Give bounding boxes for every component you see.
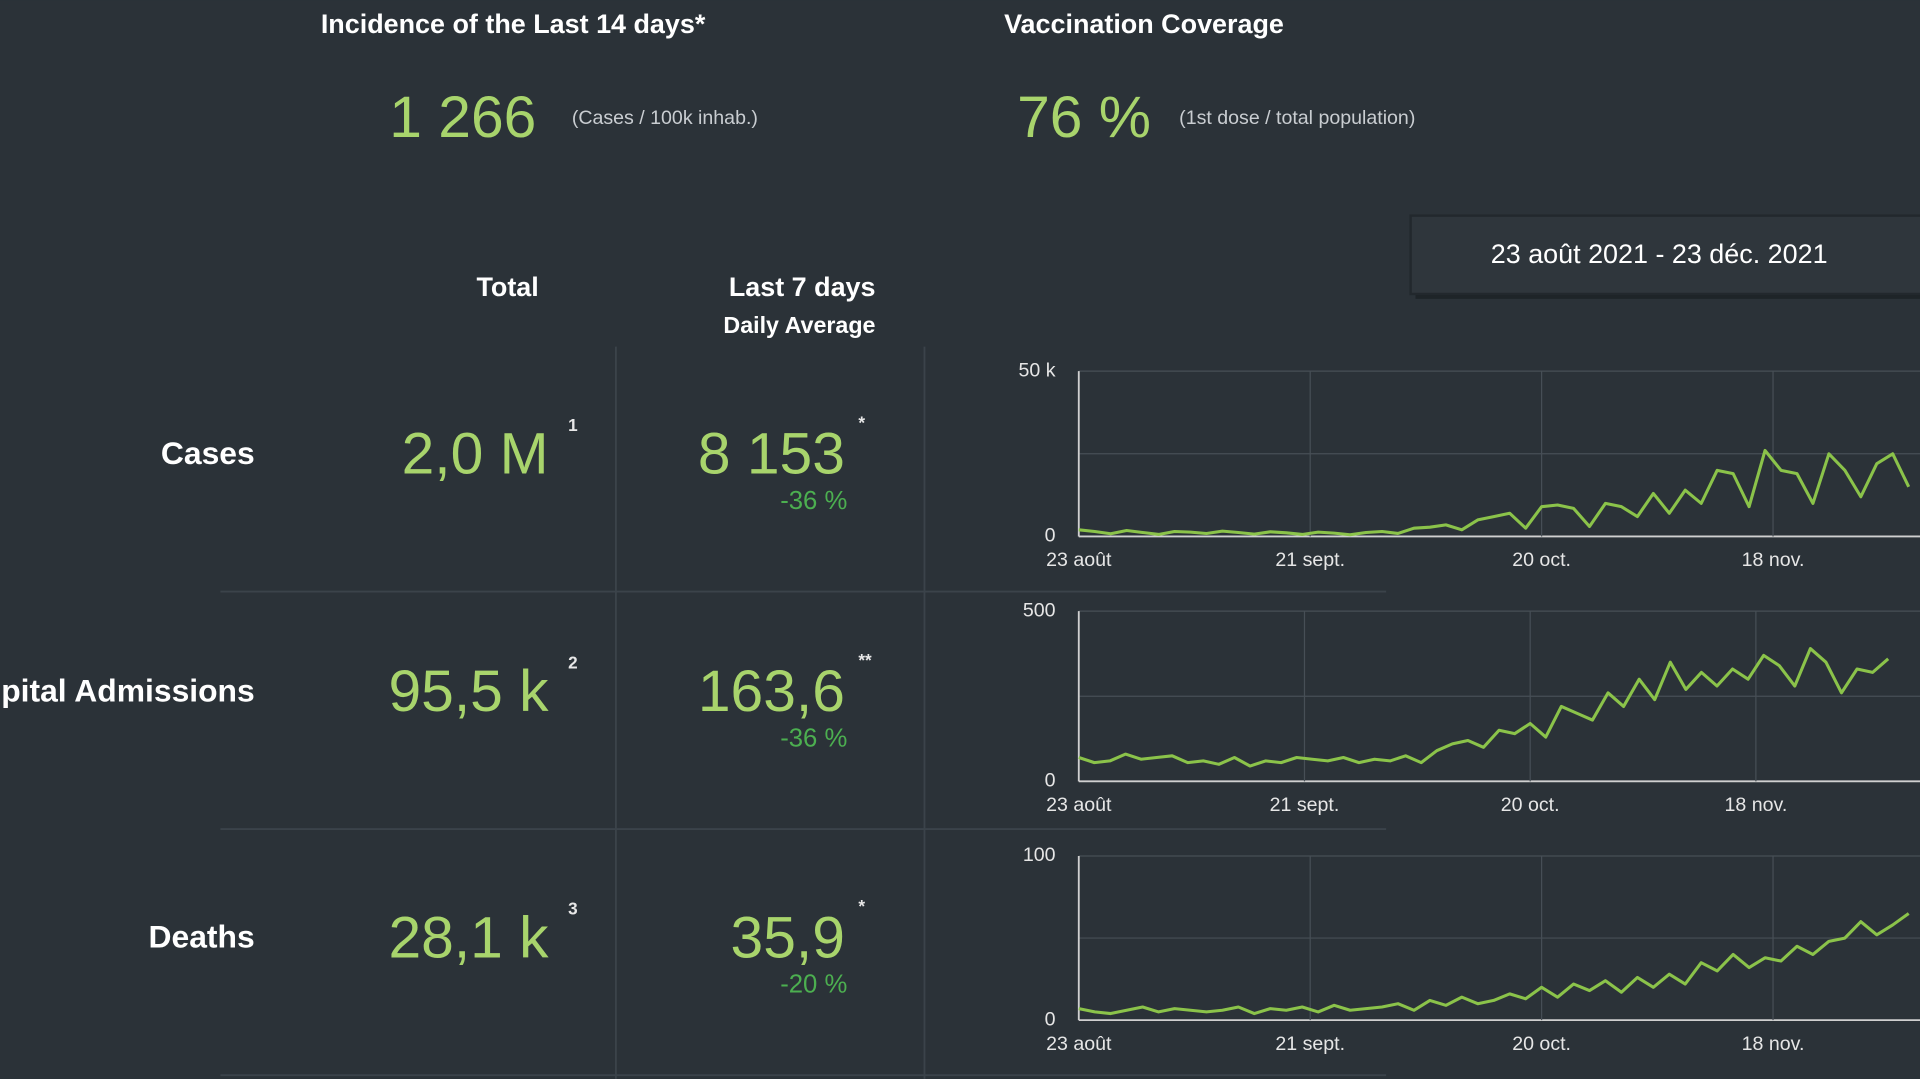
change-value: -36 % xyxy=(780,725,847,753)
incidence-unit: (Cases / 100k inhab.) xyxy=(572,107,758,129)
line-chart: 0 50 k 23 août 21 sept. 20 oct. 18 nov. xyxy=(1018,359,1920,571)
column-header: Total xyxy=(476,272,538,302)
average-note: ** xyxy=(858,650,872,670)
line-chart: 0 500 23 août 21 sept. 20 oct. 18 nov. xyxy=(1023,599,1920,816)
data-line xyxy=(1078,647,1890,768)
y-tick-label: 0 xyxy=(1045,770,1056,792)
x-tick-label: 18 nov. xyxy=(1742,549,1805,571)
x-tick-label: 23 août xyxy=(1046,549,1112,571)
data-line xyxy=(1078,448,1911,537)
y-tick-label: 500 xyxy=(1023,599,1056,621)
column-subheader: Daily Average xyxy=(723,312,875,338)
y-tick-label: 0 xyxy=(1045,525,1056,547)
incidence-value: 1 266 xyxy=(389,85,536,150)
y-tick-label: 0 xyxy=(1045,1008,1056,1030)
average-value: 163,6 xyxy=(698,659,845,724)
x-tick-label: 18 nov. xyxy=(1742,1033,1805,1055)
y-tick-label: 100 xyxy=(1023,844,1056,866)
average-value: 8 153 xyxy=(698,422,845,487)
total-note: 3 xyxy=(568,898,578,918)
vaccination-unit: (1st dose / total population) xyxy=(1179,107,1415,129)
x-tick-label: 21 sept. xyxy=(1275,1033,1345,1055)
x-tick-label: 20 oct. xyxy=(1501,794,1560,816)
x-tick-label: 20 oct. xyxy=(1512,1033,1571,1055)
change-value: -36 % xyxy=(780,487,847,515)
total-value: 28,1 k xyxy=(388,905,549,970)
x-tick-label: 23 août xyxy=(1046,1033,1112,1055)
incidence-title: Incidence of the Last 14 days* xyxy=(321,9,706,39)
row-label: Deaths xyxy=(149,919,255,955)
data-line xyxy=(1078,912,1910,1016)
vaccination-value: 76 % xyxy=(1017,85,1151,150)
vaccination-title: Vaccination Coverage xyxy=(1004,9,1284,39)
row-label: Hospital Admissions xyxy=(0,673,255,709)
date-box[interactable] xyxy=(1409,214,1920,296)
x-tick-label: 20 oct. xyxy=(1512,549,1571,571)
x-tick-label: 21 sept. xyxy=(1275,549,1345,571)
x-tick-label: 23 août xyxy=(1046,794,1112,816)
column-header: Last 7 days xyxy=(729,272,876,302)
date-range[interactable]: 23 août 2021 - 23 déc. 2021 xyxy=(1491,239,1828,269)
total-value: 2,0 M xyxy=(402,422,549,487)
average-note: * xyxy=(858,896,865,916)
total-note: 2 xyxy=(568,652,578,672)
total-value: 95,5 k xyxy=(388,659,549,724)
average-value: 35,9 xyxy=(731,905,845,970)
x-tick-label: 18 nov. xyxy=(1724,794,1787,816)
line-chart: 0 100 23 août 21 sept. 20 oct. 18 nov. xyxy=(1023,844,1920,1055)
total-note: 1 xyxy=(568,415,578,435)
row-label: Cases xyxy=(161,435,255,471)
average-note: * xyxy=(858,412,865,432)
y-tick-label: 50 k xyxy=(1018,359,1055,381)
change-value: -20 % xyxy=(780,971,847,999)
x-tick-label: 21 sept. xyxy=(1270,794,1340,816)
